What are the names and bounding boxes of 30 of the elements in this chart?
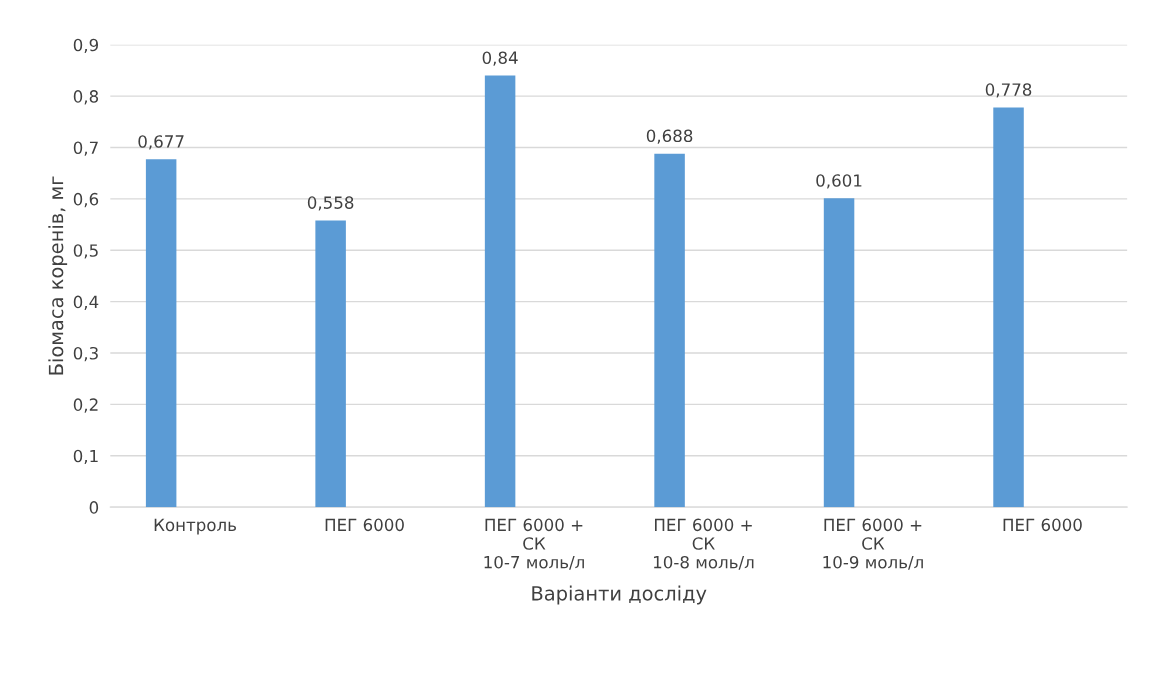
bar xyxy=(654,153,685,508)
x-tick-label: ПЕГ 6000 xyxy=(325,518,404,532)
y-tick-label: 0,2 xyxy=(73,398,98,413)
y-tick-label: 0,4 xyxy=(73,295,99,310)
bar xyxy=(315,220,346,508)
x-tick-label: Контроль xyxy=(154,518,236,535)
data-label: 0,688 xyxy=(646,129,693,144)
x-tick-label: ПЕГ 6000 + СК 10-8 моль/л xyxy=(653,518,754,570)
bar xyxy=(993,107,1024,508)
x-tick-label: ПЕГ 6000 xyxy=(1003,518,1082,532)
y-tick-label: 0,1 xyxy=(73,449,98,465)
y-tick-label: 0,8 xyxy=(73,90,99,105)
x-tick-label: ПЕГ 6000 + СК 10-9 моль/л xyxy=(823,518,923,570)
y-tick-label: 0 xyxy=(89,501,99,514)
y-tick-label: 0,3 xyxy=(73,346,98,362)
data-label: 0,778 xyxy=(985,83,1032,98)
data-label: 0,601 xyxy=(816,174,862,189)
x-axis-title: Варіанти досліду xyxy=(532,585,707,605)
bar xyxy=(145,159,177,508)
y-tick-label: 0,5 xyxy=(73,244,98,259)
y-axis-title: Біомаса коренів, мг xyxy=(48,176,68,375)
y-tick-label: 0,6 xyxy=(73,192,99,208)
x-tick-label: ПЕГ 6000 + СК 10-7 моль/л xyxy=(484,518,584,570)
bar xyxy=(823,198,855,508)
data-label: 0,84 xyxy=(482,51,518,66)
y-tick-label: 0,9 xyxy=(73,38,99,54)
data-label: 0,558 xyxy=(307,196,354,211)
y-tick-label: 0,7 xyxy=(73,141,98,156)
data-label: 0,677 xyxy=(138,135,184,150)
bar xyxy=(484,75,516,508)
